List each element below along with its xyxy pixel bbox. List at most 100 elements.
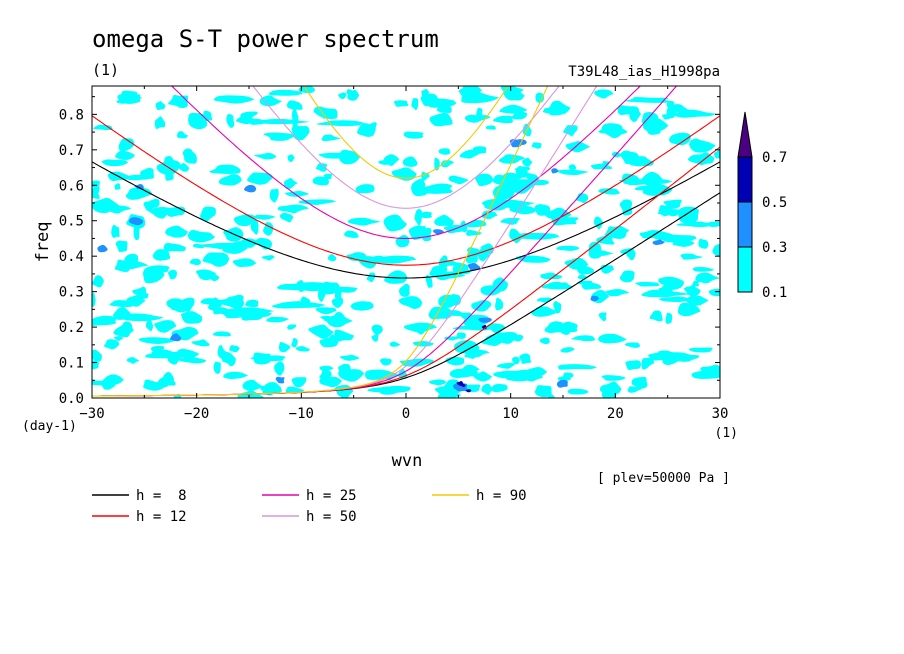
curve-gravity-90 [303,86,509,179]
contour-0.1-0.3 [581,282,602,290]
contour-0.1-0.3 [534,385,552,398]
contour-0.1-0.3 [178,297,195,313]
y-unit-label: (day-1) [22,419,77,434]
contour-0.1-0.3 [713,150,720,159]
contour-0.1-0.3 [674,109,717,118]
contour-0.1-0.3 [627,386,642,393]
contour-0.1-0.3 [398,283,410,297]
contour-0.1-0.3 [192,243,204,249]
contour-0.1-0.3 [291,108,299,124]
y-tick-label: 0.8 [59,107,84,123]
contour-0.1-0.3 [199,235,216,242]
contour-0.1-0.3 [145,318,154,332]
contour-0.1-0.3 [318,152,357,159]
contour-0.1-0.3 [347,89,360,101]
contour-0.1-0.3 [659,234,697,243]
chart-title: omega S-T power spectrum [92,25,439,53]
contour-0.1-0.3 [287,154,295,163]
contour-0.1-0.3 [117,94,141,104]
colorbar-segment [737,246,753,293]
contour-0.1-0.3 [669,132,691,146]
y-tick-label: 0.6 [59,178,84,194]
contour-0.1-0.3 [148,206,172,219]
contour-0.1-0.3 [575,193,589,204]
contour-0.1-0.3 [261,255,275,261]
colorbar: 0.1 0.3 0.5 0.7 [737,111,787,301]
contour-0.1-0.3 [126,295,146,307]
contour-0.1-0.3 [506,334,524,342]
contour-0.1-0.3 [691,368,720,379]
contour-0.1-0.3 [421,171,430,182]
contour-0.1-0.3 [393,100,409,107]
contour-0.3-0.5 [590,295,599,302]
contour-0.1-0.3 [101,159,129,167]
contour-0.1-0.3 [631,376,648,389]
legend: h = 8 h = 12 h = 25 h = 50 h = 90 [92,488,527,525]
contour-0.1-0.3 [339,354,360,361]
contour-0.1-0.3 [371,324,383,335]
contour-0.1-0.3 [263,132,297,141]
contour-0.1-0.3 [113,335,124,341]
contour-0.1-0.3 [546,100,571,116]
contour-0.1-0.3 [659,296,698,303]
contour-0.1-0.3 [201,206,216,217]
contour-0.1-0.3 [658,276,684,288]
contour-0.1-0.3 [421,88,430,98]
contour-0.3-0.5 [556,379,568,388]
contour-0.1-0.3 [437,118,453,124]
contour-0.1-0.3 [598,312,607,322]
contour-0.1-0.3 [535,92,545,103]
contour-0.1-0.3 [414,208,423,226]
contour-0.3-0.5 [275,376,285,384]
contour-0.1-0.3 [403,131,424,139]
contour-0.1-0.3 [138,337,178,344]
contour-0.1-0.3 [277,204,310,214]
colorbar-label: 0.7 [762,150,787,166]
contour-0.1-0.3 [511,232,560,240]
contour-0.1-0.3 [487,323,506,334]
curve-gravity-25 [171,86,641,239]
y-tick-label: 0.5 [59,214,84,230]
contour-0.1-0.3 [689,138,716,153]
contour-0.1-0.3 [384,270,408,284]
contour-0.1-0.3 [605,288,630,297]
curve-gravity-8 [92,161,720,279]
contour-0.1-0.3 [165,225,189,238]
contour-0.1-0.3 [213,361,221,374]
colorbar-extend-arrow [737,111,753,158]
contour-0.1-0.3 [429,379,447,386]
contour-0.1-0.3 [218,173,242,186]
contour-0.1-0.3 [291,121,299,137]
contour-0.1-0.3 [126,357,140,364]
contour-0.1-0.3 [254,152,277,160]
contour-0.1-0.3 [424,98,457,108]
contour-0.1-0.3 [417,183,453,194]
contour-0.1-0.3 [425,274,433,288]
contour-0.1-0.3 [191,339,210,347]
contour-0.1-0.3 [617,105,640,115]
contour-0.1-0.3 [286,100,303,110]
contour-0.1-0.3 [619,270,635,283]
contour-0.1-0.3 [438,148,451,155]
contour-0.1-0.3 [279,212,294,223]
contour-0.1-0.3 [555,169,590,175]
contour-0.1-0.3 [143,267,165,284]
contour-0.1-0.3 [670,354,700,362]
contour-0.1-0.3 [178,163,190,172]
y-tick-label: 0.7 [59,143,84,159]
contour-0.1-0.3 [531,306,560,317]
contour-0.1-0.3 [511,111,528,120]
x-tick-label: 20 [607,406,624,422]
contour-0.1-0.3 [643,291,692,298]
contour-0.1-0.3 [164,167,174,181]
x-axis-label: wvn [392,451,423,471]
contour-0.1-0.3 [247,172,271,184]
contour-0.1-0.3 [642,117,669,132]
contour-0.1-0.3 [333,312,345,323]
contour-0.1-0.3 [115,150,135,160]
contour-0.1-0.3 [541,281,570,290]
contour-0.1-0.3 [536,297,553,303]
contour-0.1-0.3 [143,201,156,212]
contour-0.1-0.3 [689,284,699,298]
contour-0.1-0.3 [189,258,201,266]
